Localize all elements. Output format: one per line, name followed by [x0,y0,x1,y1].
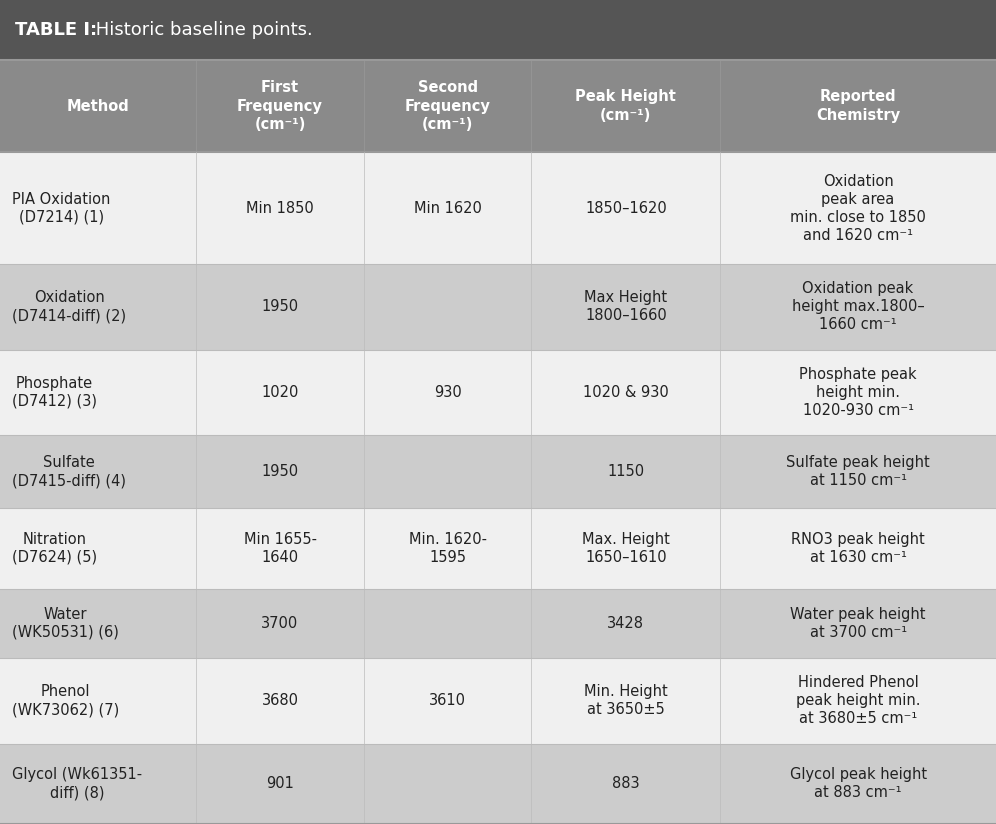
Text: Method: Method [67,99,129,114]
Bar [720,152,996,264]
Text: Peak Height
(cm⁻¹): Peak Height (cm⁻¹) [576,90,676,123]
Bar [720,264,996,349]
Bar [0,264,196,349]
Bar [196,588,364,658]
Text: Glycol peak height
at 883 cm⁻¹: Glycol peak height at 883 cm⁻¹ [790,767,926,800]
Bar [532,264,720,349]
Text: Min 1655-
1640: Min 1655- 1640 [244,532,317,565]
Text: Min. Height
at 3650±5: Min. Height at 3650±5 [584,685,667,718]
Text: Sulfate
(D7415-diff) (4): Sulfate (D7415-diff) (4) [12,455,125,489]
Bar [364,152,532,264]
Text: 1150: 1150 [608,464,644,480]
Bar [196,60,364,152]
Bar [364,508,532,588]
Bar [196,264,364,349]
Text: 930: 930 [433,385,461,400]
Bar [720,349,996,435]
Bar [532,60,720,152]
Text: 3680: 3680 [262,694,299,709]
Bar [364,658,532,744]
Text: 1950: 1950 [262,299,299,314]
Bar [196,152,364,264]
Bar [364,744,532,824]
Bar [720,60,996,152]
Text: Min 1620: Min 1620 [413,201,481,216]
Text: Phosphate peak
height min.
1020-930 cm⁻¹: Phosphate peak height min. 1020-930 cm⁻¹ [800,367,917,418]
Text: PIA Oxidation
(D7214) (1): PIA Oxidation (D7214) (1) [12,192,111,225]
Text: 3610: 3610 [429,694,466,709]
Bar [364,264,532,349]
Text: 1850–1620: 1850–1620 [585,201,666,216]
Text: 3428: 3428 [608,616,644,631]
Text: Water peak height
at 3700 cm⁻¹: Water peak height at 3700 cm⁻¹ [791,606,926,639]
Bar [532,435,720,508]
Text: Phenol
(WK73062) (7): Phenol (WK73062) (7) [12,685,120,718]
Text: TABLE I:: TABLE I: [15,21,97,39]
Bar [720,508,996,588]
Bar [532,349,720,435]
Bar [720,744,996,824]
Bar [532,508,720,588]
Bar [196,435,364,508]
Text: Phosphate
(D7412) (3): Phosphate (D7412) (3) [12,376,97,409]
Text: Oxidation peak
height max.1800–
1660 cm⁻¹: Oxidation peak height max.1800– 1660 cm⁻… [792,281,924,332]
Text: Max Height
1800–1660: Max Height 1800–1660 [585,290,667,323]
Text: Min 1850: Min 1850 [246,201,314,216]
Bar [0,744,196,824]
Bar [0,658,196,744]
Text: 1020 & 930: 1020 & 930 [583,385,668,400]
Bar [364,349,532,435]
Bar [0,152,196,264]
Text: 901: 901 [266,776,294,791]
Bar [0,0,996,60]
Bar [532,152,720,264]
Text: 1020: 1020 [261,385,299,400]
Text: Oxidation
peak area
min. close to 1850
and 1620 cm⁻¹: Oxidation peak area min. close to 1850 a… [790,174,926,243]
Bar [532,658,720,744]
Text: Nitration
(D7624) (5): Nitration (D7624) (5) [12,532,97,565]
Text: RNO3 peak height
at 1630 cm⁻¹: RNO3 peak height at 1630 cm⁻¹ [791,532,925,565]
Bar [720,588,996,658]
Text: Water
(WK50531) (6): Water (WK50531) (6) [12,606,119,639]
Text: Min. 1620-
1595: Min. 1620- 1595 [408,532,487,565]
Text: First
Frequency
(cm⁻¹): First Frequency (cm⁻¹) [237,80,323,133]
Bar [196,744,364,824]
Bar [532,588,720,658]
Text: Glycol (Wk61351-
diff) (8): Glycol (Wk61351- diff) (8) [12,767,142,800]
Bar [0,435,196,508]
Bar [720,435,996,508]
Text: Second
Frequency
(cm⁻¹): Second Frequency (cm⁻¹) [404,80,491,133]
Bar [364,588,532,658]
Text: Sulfate peak height
at 1150 cm⁻¹: Sulfate peak height at 1150 cm⁻¹ [786,455,930,489]
Bar [0,60,196,152]
Bar [196,658,364,744]
Bar [532,744,720,824]
Bar [364,435,532,508]
Text: 883: 883 [612,776,639,791]
Text: 3700: 3700 [261,616,299,631]
Text: Hindered Phenol
peak height min.
at 3680±5 cm⁻¹: Hindered Phenol peak height min. at 3680… [796,676,920,727]
Text: Historic baseline points.: Historic baseline points. [90,21,313,39]
Bar [196,349,364,435]
Bar [0,508,196,588]
Text: Oxidation
(D7414-diff) (2): Oxidation (D7414-diff) (2) [12,290,126,323]
Text: Reported
Chemistry: Reported Chemistry [816,90,900,123]
Bar [720,658,996,744]
Bar [364,60,532,152]
Bar [196,508,364,588]
Text: 1950: 1950 [262,464,299,480]
Bar [0,588,196,658]
Bar [0,349,196,435]
Text: Max. Height
1650–1610: Max. Height 1650–1610 [582,532,669,565]
